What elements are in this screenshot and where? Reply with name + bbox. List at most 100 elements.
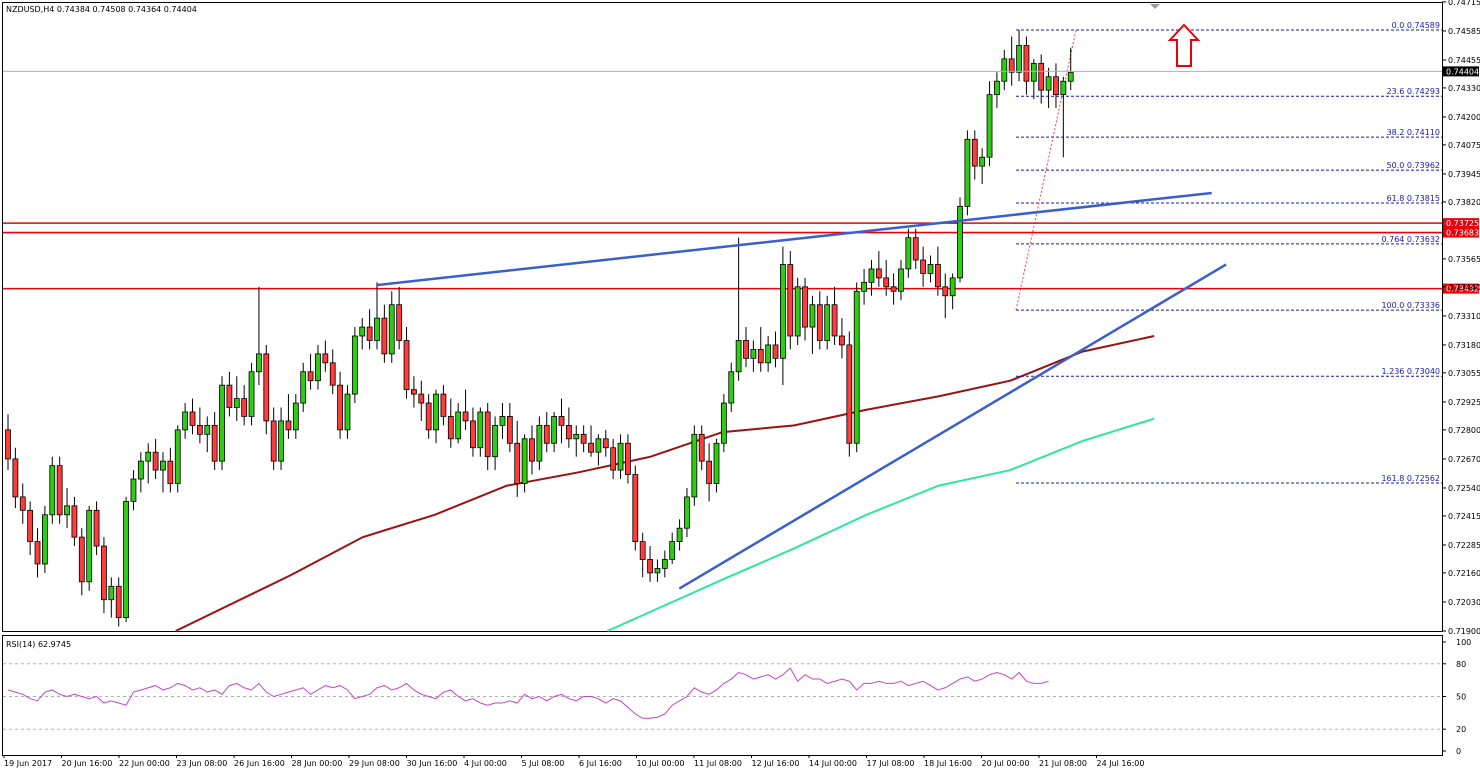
candle bbox=[396, 286, 403, 350]
candle-body bbox=[484, 411, 491, 458]
candle bbox=[64, 487, 70, 529]
candle-body bbox=[543, 424, 550, 444]
candle-body bbox=[167, 460, 174, 484]
candle bbox=[167, 447, 174, 493]
candle-body bbox=[861, 281, 867, 292]
candle-body bbox=[794, 286, 801, 337]
upper-trendline bbox=[377, 191, 1212, 287]
candle bbox=[337, 371, 344, 439]
candle bbox=[300, 362, 307, 412]
candle bbox=[654, 559, 661, 582]
price-tick-label: 0.72285 bbox=[1448, 541, 1480, 550]
candle-body bbox=[307, 371, 314, 382]
candle bbox=[477, 407, 484, 457]
candle bbox=[5, 414, 11, 471]
candle bbox=[949, 273, 956, 310]
candle bbox=[809, 295, 816, 354]
rsi-tick-label: 100 bbox=[1456, 638, 1471, 647]
fibonacci-levels: 0.0 0.74589 23.6 0.74293 38.2 0.74110 50.0 … bbox=[1015, 21, 1442, 484]
candle bbox=[388, 291, 395, 363]
candle-body bbox=[1045, 76, 1052, 91]
time-tick-label: 23 Jun 08:00 bbox=[177, 759, 228, 768]
candle-body bbox=[19, 496, 26, 511]
candle bbox=[137, 452, 144, 493]
candle-body bbox=[757, 349, 764, 364]
time-tick-label: 18 Jul 16:00 bbox=[924, 759, 972, 768]
candle bbox=[905, 228, 912, 278]
candle-body bbox=[979, 156, 986, 167]
candle-body bbox=[108, 585, 115, 601]
price-tick-label: 0.74330 bbox=[1448, 84, 1480, 93]
candle-body bbox=[713, 442, 720, 484]
candle bbox=[565, 407, 572, 448]
candle-body bbox=[639, 541, 646, 560]
candle bbox=[115, 577, 122, 627]
candle-body bbox=[565, 424, 572, 440]
candle bbox=[617, 434, 624, 480]
chart-title: NZDUSD,H4 0.74384 0.74508 0.74364 0.7440… bbox=[6, 5, 197, 14]
fib-label: 38.2 0.74110 bbox=[1387, 128, 1440, 137]
candle-body bbox=[868, 268, 875, 283]
candle-body bbox=[137, 460, 144, 480]
candle-body bbox=[71, 505, 78, 538]
rsi-tick-label: 20 bbox=[1456, 725, 1466, 734]
candle bbox=[462, 389, 469, 430]
scroll-marker-icon bbox=[1150, 4, 1160, 9]
fib-label: 23.6 0.74293 bbox=[1387, 87, 1440, 96]
candle-body bbox=[381, 317, 388, 355]
candle-body bbox=[130, 478, 137, 502]
candle bbox=[720, 394, 727, 453]
candle bbox=[344, 385, 351, 439]
ma-100-line bbox=[175, 335, 1155, 632]
candle-body bbox=[875, 268, 882, 279]
candle bbox=[278, 407, 284, 471]
candle-body bbox=[86, 509, 93, 583]
fib-label: 100.0 0.73336 bbox=[1381, 301, 1440, 310]
candle bbox=[470, 407, 476, 457]
candle bbox=[219, 376, 225, 471]
candle-body bbox=[433, 393, 439, 431]
candle bbox=[108, 577, 115, 618]
price-tick-label: 0.74715 bbox=[1448, 0, 1480, 7]
candle-body bbox=[728, 371, 735, 404]
price-tick-label: 0.71900 bbox=[1448, 627, 1480, 636]
candle bbox=[329, 349, 336, 395]
candle-body bbox=[853, 290, 860, 444]
candle bbox=[374, 282, 380, 350]
candle bbox=[927, 255, 934, 283]
candle bbox=[521, 434, 528, 493]
candle bbox=[994, 72, 1000, 109]
candle-body bbox=[595, 438, 602, 453]
candle bbox=[551, 411, 558, 453]
candle-body bbox=[1030, 62, 1037, 82]
candle bbox=[189, 398, 196, 435]
candle-body bbox=[684, 496, 690, 529]
candle bbox=[588, 425, 594, 457]
candle-body bbox=[396, 304, 403, 341]
candle-body bbox=[152, 451, 159, 471]
price-tick-label: 0.72540 bbox=[1448, 484, 1480, 493]
candle bbox=[256, 286, 262, 386]
candle bbox=[713, 438, 720, 493]
rsi-tick-label: 0 bbox=[1456, 747, 1461, 756]
candle bbox=[506, 403, 513, 453]
candle bbox=[964, 130, 971, 216]
candle-body bbox=[551, 416, 558, 444]
candle-body bbox=[115, 585, 122, 618]
candle-body bbox=[226, 384, 233, 408]
candle-body bbox=[344, 393, 351, 431]
candle-body bbox=[558, 416, 565, 426]
candle bbox=[846, 331, 853, 457]
candle bbox=[824, 295, 831, 350]
price-tick-label: 0.74200 bbox=[1448, 113, 1480, 122]
candle bbox=[101, 537, 107, 614]
candle-body bbox=[300, 371, 307, 404]
candle-body bbox=[536, 424, 543, 462]
candle bbox=[86, 505, 93, 591]
price-tick-label: 0.73055 bbox=[1448, 369, 1480, 378]
lower-trendline bbox=[678, 263, 1227, 590]
candle-body bbox=[499, 416, 506, 426]
candle-body bbox=[957, 205, 963, 279]
candle bbox=[145, 443, 152, 484]
time-tick-label: 21 Jul 08:00 bbox=[1039, 759, 1087, 768]
